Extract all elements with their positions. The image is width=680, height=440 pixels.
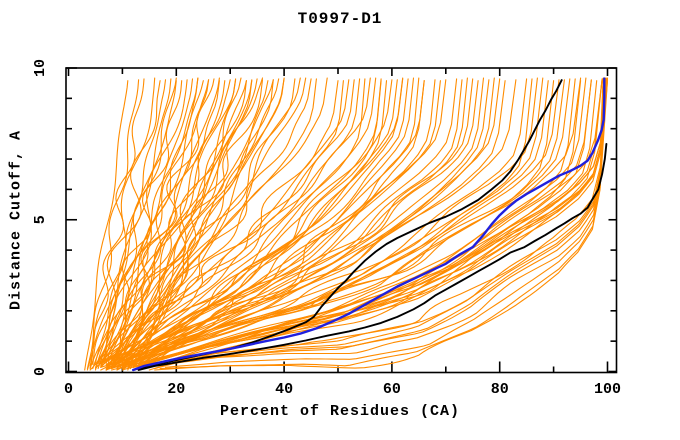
reference-model-upper-black-curve bbox=[132, 79, 563, 371]
ensemble-curve bbox=[132, 80, 604, 366]
ensemble-curve bbox=[108, 80, 253, 366]
ensemble-curve bbox=[121, 79, 398, 367]
ensemble-curve bbox=[138, 80, 592, 371]
ensemble-curve bbox=[100, 79, 188, 367]
ensemble-curve bbox=[111, 80, 555, 366]
ensemble-curve bbox=[143, 77, 495, 364]
x-tick-label: 20 bbox=[167, 381, 185, 398]
y-tick-label: 5 bbox=[32, 215, 49, 224]
ensemble-curve bbox=[100, 77, 404, 367]
y-tick-label: 10 bbox=[32, 59, 49, 77]
y-axis-label: Distance Cutoff, A bbox=[7, 129, 25, 311]
ensemble-curve bbox=[111, 78, 474, 368]
ensemble-curve bbox=[143, 80, 607, 366]
ensemble-curve bbox=[116, 79, 231, 364]
x-tick-label: 80 bbox=[491, 381, 509, 398]
ensemble-curve bbox=[92, 79, 210, 370]
ensemble-curve bbox=[89, 78, 317, 371]
ensemble-curve bbox=[138, 80, 425, 371]
ensemble-curve bbox=[164, 78, 604, 368]
ensemble-curve bbox=[105, 80, 425, 366]
ensemble-curve bbox=[94, 80, 247, 366]
ensemble-curve bbox=[84, 80, 129, 371]
ensemble-curve bbox=[111, 78, 296, 366]
reference-model-lower-black-curve bbox=[137, 142, 608, 371]
ensemble-curve bbox=[127, 77, 587, 370]
ensemble-curve bbox=[132, 77, 582, 364]
ensemble-curve bbox=[121, 79, 253, 367]
ensemble-curve bbox=[127, 77, 301, 367]
highlighted-model-blue-curve bbox=[131, 77, 606, 372]
ensemble-curve bbox=[111, 77, 538, 370]
ensemble-curve bbox=[86, 79, 140, 370]
ensemble-curve bbox=[116, 77, 485, 367]
ensemble-curve bbox=[121, 78, 312, 368]
ensemble-curve bbox=[113, 79, 274, 364]
ensemble-curve bbox=[111, 78, 215, 368]
y-tick-label: 0 bbox=[32, 367, 49, 376]
ensemble-curve bbox=[86, 80, 177, 371]
ensemble-curve bbox=[121, 77, 468, 370]
chart-title: T0997-D1 bbox=[297, 10, 383, 28]
x-axis-label: Percent of Residues (CA) bbox=[219, 403, 461, 420]
ensemble-curve bbox=[94, 80, 506, 366]
ensemble-curve bbox=[89, 77, 156, 367]
ensemble-curve bbox=[105, 78, 528, 371]
ensemble-curve bbox=[127, 80, 479, 368]
ensemble-curve bbox=[100, 79, 517, 364]
ensemble-curve bbox=[111, 79, 447, 364]
ensemble-curve bbox=[116, 79, 565, 364]
ensemble-curve bbox=[111, 77, 377, 370]
ensemble-curve bbox=[159, 79, 609, 370]
ensemble-curve bbox=[100, 79, 355, 364]
ensemble-curve bbox=[105, 78, 285, 371]
ensemble-curve bbox=[100, 80, 441, 371]
x-tick-label: 60 bbox=[383, 381, 401, 398]
x-tick-label: 40 bbox=[275, 381, 293, 398]
x-tick-label: 100 bbox=[594, 381, 621, 398]
ensemble-curve bbox=[138, 79, 605, 364]
ensemble-curve bbox=[100, 79, 237, 367]
ensemble-curve bbox=[121, 80, 247, 368]
ensemble-curve bbox=[105, 77, 544, 367]
ensemble-curve bbox=[148, 78, 603, 371]
x-tick-label: 0 bbox=[64, 381, 73, 398]
ensemble-curve bbox=[94, 79, 167, 364]
ensemble-curve bbox=[89, 77, 199, 370]
ensemble-curve bbox=[148, 77, 607, 364]
ensemble-curve bbox=[154, 77, 605, 367]
